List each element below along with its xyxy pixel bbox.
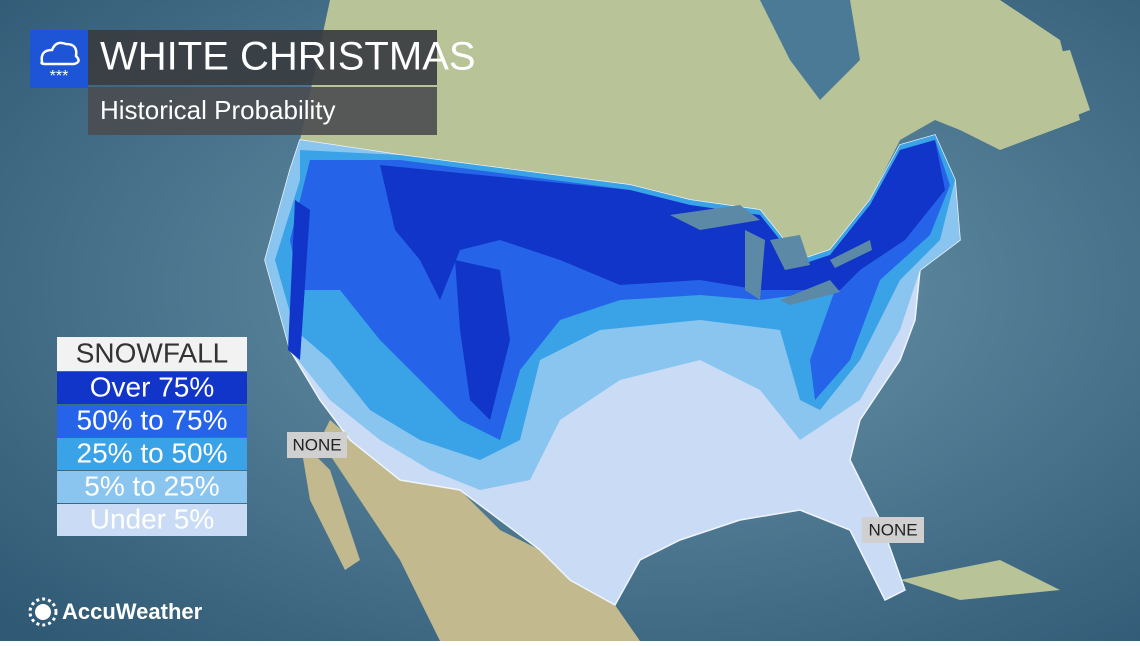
baja <box>300 440 360 570</box>
map-label: NONE <box>868 520 917 539</box>
cuba <box>900 560 1060 600</box>
map-label: NONE <box>292 435 341 454</box>
legend-title-box <box>57 337 247 371</box>
legend-swatch <box>57 405 247 437</box>
zone-over-75-rockies <box>455 260 510 420</box>
legend-swatch <box>57 372 247 404</box>
brand: AccuWeather <box>62 599 203 624</box>
newfoundland <box>1010 50 1090 130</box>
label-box <box>287 432 347 458</box>
label-box <box>862 517 924 543</box>
title-box <box>88 30 437 85</box>
brand-icon-rays <box>28 597 58 627</box>
legend-title: SNOWFALL <box>76 337 228 368</box>
zone-over-75-sierra <box>288 200 310 360</box>
brand-icon <box>35 604 51 620</box>
legend-label: Under 5% <box>90 503 215 534</box>
legend-label: 25% to 50% <box>77 437 228 468</box>
subtitle: Historical Probability <box>100 95 336 125</box>
hudson-bay <box>760 0 860 100</box>
legend-swatch <box>57 471 247 503</box>
legend-label: 50% to 75% <box>77 404 228 435</box>
legend-label: 5% to 25% <box>84 470 219 501</box>
legend: SNOWFALL Over 75%50% to 75%25% to 50%5% … <box>57 337 247 536</box>
great-lakes <box>670 205 872 305</box>
legend-label: Over 75% <box>90 371 215 402</box>
zone-over-75 <box>380 140 945 300</box>
legend-swatch <box>57 504 247 536</box>
title: WHITE CHRISTMAS <box>100 35 476 79</box>
canada <box>300 0 1080 260</box>
subtitle-box <box>88 87 437 135</box>
cloud-icon <box>40 41 80 66</box>
snow-icon: *** <box>50 68 69 85</box>
legend-swatch <box>57 438 247 470</box>
mexico <box>320 420 640 641</box>
